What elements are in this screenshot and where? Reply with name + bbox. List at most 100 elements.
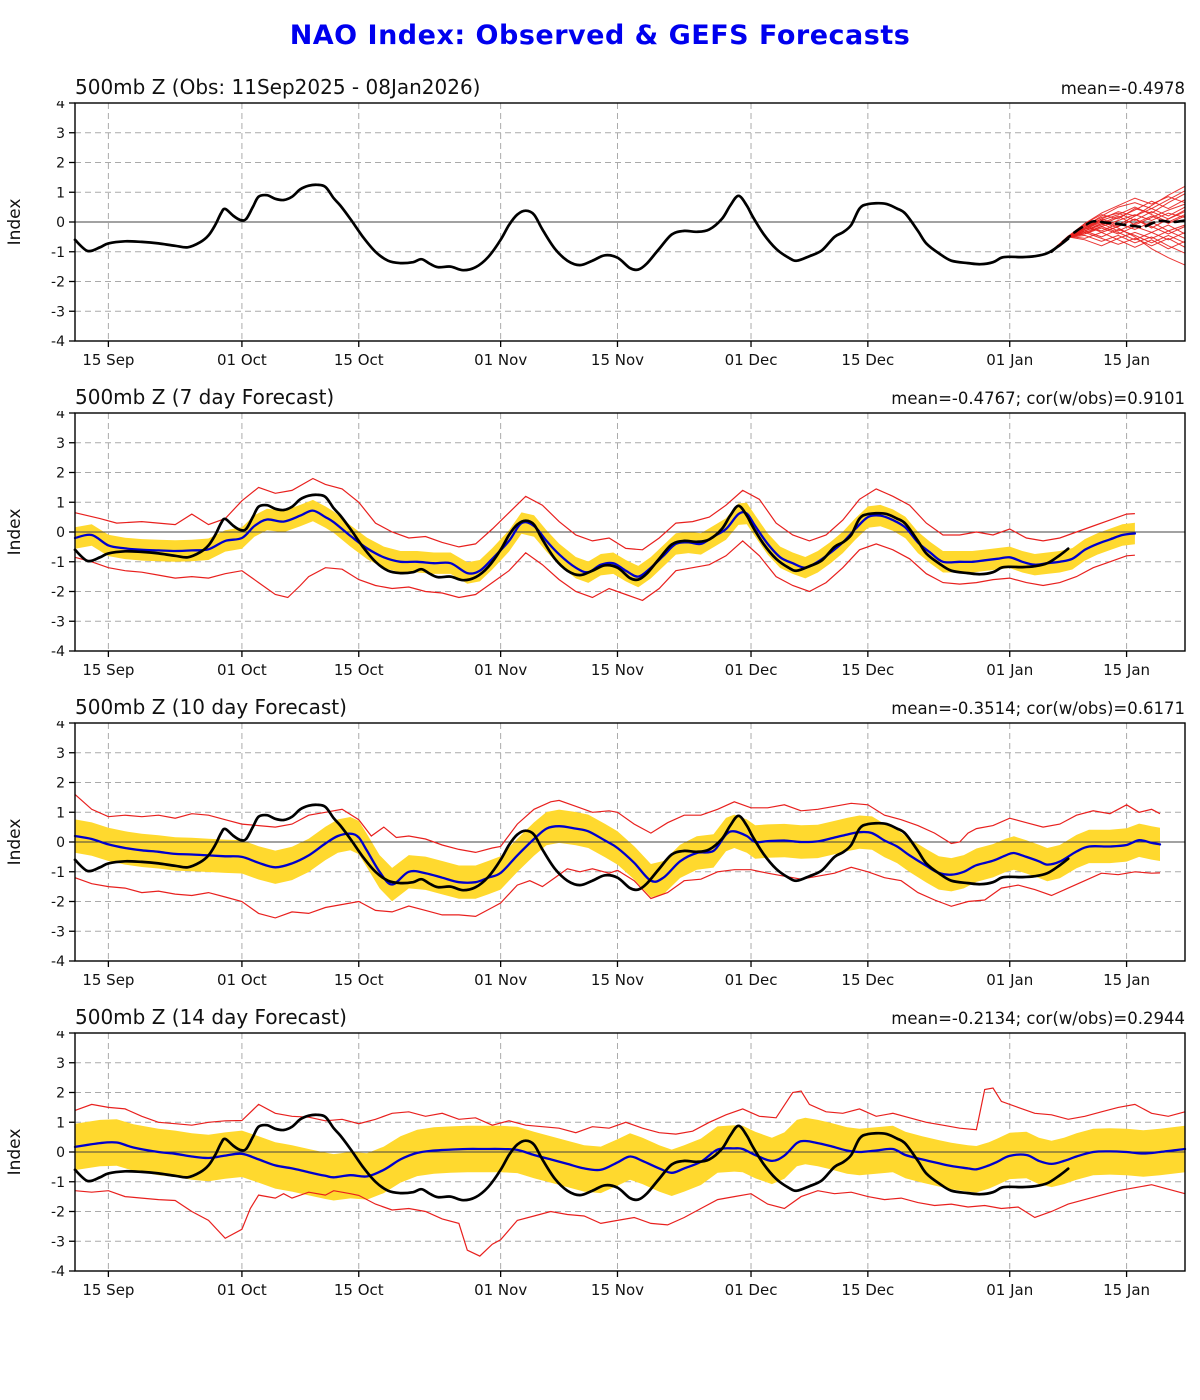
y-tick-label: 2 <box>56 466 65 482</box>
x-tick-label: 15 Sep <box>82 661 134 679</box>
panel-forecast-7day-title: 500mb Z (7 day Forecast) <box>75 385 335 409</box>
envelope-lower-line <box>74 1184 1186 1257</box>
x-tick-label: 01 Dec <box>725 971 778 989</box>
y-tick-label: -4 <box>51 644 65 660</box>
x-tick-label: 01 Nov <box>474 971 527 989</box>
y-tick-label: 4 <box>56 1031 65 1042</box>
ensemble-spread-band <box>75 499 1135 588</box>
page-title: NAO Index: Observed & GEFS Forecasts <box>289 20 911 51</box>
envelope-lower-line <box>74 866 1161 919</box>
panel-forecast-7day-header: 500mb Z (7 day Forecast) mean=-0.4767; c… <box>0 385 1200 411</box>
panel-forecast-10day: 500mb Z (10 day Forecast) mean=-0.3514; … <box>0 695 1200 993</box>
y-tick-label: -3 <box>51 1234 65 1250</box>
observed-line <box>73 493 1070 582</box>
panel-forecast-7day: 500mb Z (7 day Forecast) mean=-0.4767; c… <box>0 385 1200 683</box>
y-axis-label: Index <box>5 1129 25 1176</box>
y-tick-label: -4 <box>51 954 65 970</box>
x-tick-label: 01 Jan <box>986 661 1033 679</box>
ensemble-mean-line <box>1050 219 1187 254</box>
ensemble-member-line <box>1051 206 1186 253</box>
panel-observed: 500mb Z (Obs: 11Sep2025 - 08Jan2026) mea… <box>0 75 1200 373</box>
y-tick-label: -4 <box>51 334 65 350</box>
y-tick-label: -3 <box>51 614 65 630</box>
x-tick-label: 01 Dec <box>725 661 778 679</box>
panel-observed-title: 500mb Z (Obs: 11Sep2025 - 08Jan2026) <box>75 75 481 99</box>
y-tick-label: 1 <box>56 495 65 511</box>
envelope-upper-line <box>74 793 1161 854</box>
observed-line <box>73 1113 1070 1202</box>
x-tick-label: 15 Sep <box>82 351 134 369</box>
panel-forecast-10day-title: 500mb Z (10 day Forecast) <box>75 695 347 719</box>
x-tick-label: 15 Dec <box>841 971 894 989</box>
x-tick-label: 15 Dec <box>841 1281 894 1299</box>
x-tick-label: 15 Nov <box>591 351 644 369</box>
y-tick-label: -4 <box>51 1264 65 1280</box>
y-tick-label: 1 <box>56 805 65 821</box>
envelope-upper-line <box>74 477 1135 551</box>
y-tick-label: -1 <box>51 1175 65 1191</box>
y-tick-label: 3 <box>56 1056 65 1072</box>
x-tick-label: 15 Oct <box>334 351 384 369</box>
y-tick-label: -2 <box>51 275 65 291</box>
ensemble-member-line <box>1051 224 1186 253</box>
y-tick-label: -1 <box>51 245 65 261</box>
x-tick-label: 01 Oct <box>217 661 267 679</box>
panel-forecast-7day-plot: 15 Sep 01 Oct 15 Oct 01 Nov 15 Nov 01 Dec 15 D… <box>5 411 1186 679</box>
x-tick-label: 01 Jan <box>986 351 1033 369</box>
y-tick-label: 2 <box>56 1086 65 1102</box>
x-tick-label: 15 Nov <box>591 661 644 679</box>
y-tick-label: -3 <box>51 924 65 940</box>
y-tick-label: 4 <box>56 721 65 732</box>
y-tick-label: 3 <box>56 436 65 452</box>
y-tick-label: 4 <box>56 411 65 422</box>
panel-forecast-14day-header: 500mb Z (14 day Forecast) mean=-0.2134; … <box>0 1005 1200 1031</box>
x-tick-label: 15 Jan <box>1103 1281 1150 1299</box>
y-axis-label: Index <box>5 509 25 556</box>
envelope-lower-line <box>74 540 1135 602</box>
panel-forecast-14day-stats: mean=-0.2134; cor(w/obs)=0.2944 <box>891 1009 1185 1028</box>
y-tick-label: -2 <box>51 895 65 911</box>
x-tick-label: 15 Oct <box>334 661 384 679</box>
ensemble-spread-band <box>75 1117 1185 1201</box>
x-tick-label: 01 Nov <box>474 661 527 679</box>
observed-line <box>73 183 1070 272</box>
y-tick-label: 1 <box>56 185 65 201</box>
panel-forecast-10day-stats: mean=-0.3514; cor(w/obs)=0.6171 <box>891 699 1185 718</box>
panel-observed-header: 500mb Z (Obs: 11Sep2025 - 08Jan2026) mea… <box>0 75 1200 101</box>
ensemble-member-line <box>1051 230 1186 253</box>
forecast-line <box>73 1139 1187 1179</box>
y-tick-label: -1 <box>51 555 65 571</box>
panel-forecast-14day-title: 500mb Z (14 day Forecast) <box>75 1005 347 1029</box>
y-tick-label: -2 <box>51 585 65 601</box>
y-tick-label: -1 <box>51 865 65 881</box>
x-tick-label: 15 Dec <box>841 351 894 369</box>
x-tick-label: 01 Oct <box>217 971 267 989</box>
y-tick-label: 3 <box>56 746 65 762</box>
x-tick-label: 15 Sep <box>82 971 134 989</box>
x-tick-label: 15 Jan <box>1103 351 1150 369</box>
y-axis-label: Index <box>5 199 25 246</box>
x-tick-label: 15 Jan <box>1103 971 1150 989</box>
x-tick-label: 15 Jan <box>1103 661 1150 679</box>
y-tick-label: 4 <box>56 101 65 112</box>
observed-line <box>73 803 1070 892</box>
x-tick-label: 15 Dec <box>841 661 894 679</box>
y-tick-label: 2 <box>56 156 65 172</box>
y-tick-label: -2 <box>51 1205 65 1221</box>
y-tick-label: -3 <box>51 304 65 320</box>
panel-forecast-10day-plot: 15 Sep 01 Oct 15 Oct 01 Nov 15 Nov 01 Dec 15 D… <box>5 721 1186 989</box>
panel-forecast-7day-stats: mean=-0.4767; cor(w/obs)=0.9101 <box>891 389 1185 408</box>
x-tick-label: 01 Dec <box>725 351 778 369</box>
x-tick-label: 01 Nov <box>474 351 527 369</box>
y-tick-label: 3 <box>56 126 65 142</box>
panel-observed-stats: mean=-0.4978 <box>1060 79 1185 98</box>
y-tick-label: 2 <box>56 776 65 792</box>
envelope-upper-line <box>74 1087 1186 1135</box>
x-tick-label: 15 Sep <box>82 1281 134 1299</box>
x-tick-label: 15 Nov <box>591 1281 644 1299</box>
ensemble-member-line <box>1051 231 1186 252</box>
x-tick-label: 01 Jan <box>986 971 1033 989</box>
x-tick-label: 15 Oct <box>334 1281 384 1299</box>
panel-observed-plot: 15 Sep 01 Oct 15 Oct 01 Nov 15 Nov 01 Dec 15 D… <box>5 101 1187 369</box>
panel-forecast-14day-plot: 15 Sep 01 Oct 15 Oct 01 Nov 15 Nov 01 Dec 15 D… <box>5 1031 1187 1299</box>
